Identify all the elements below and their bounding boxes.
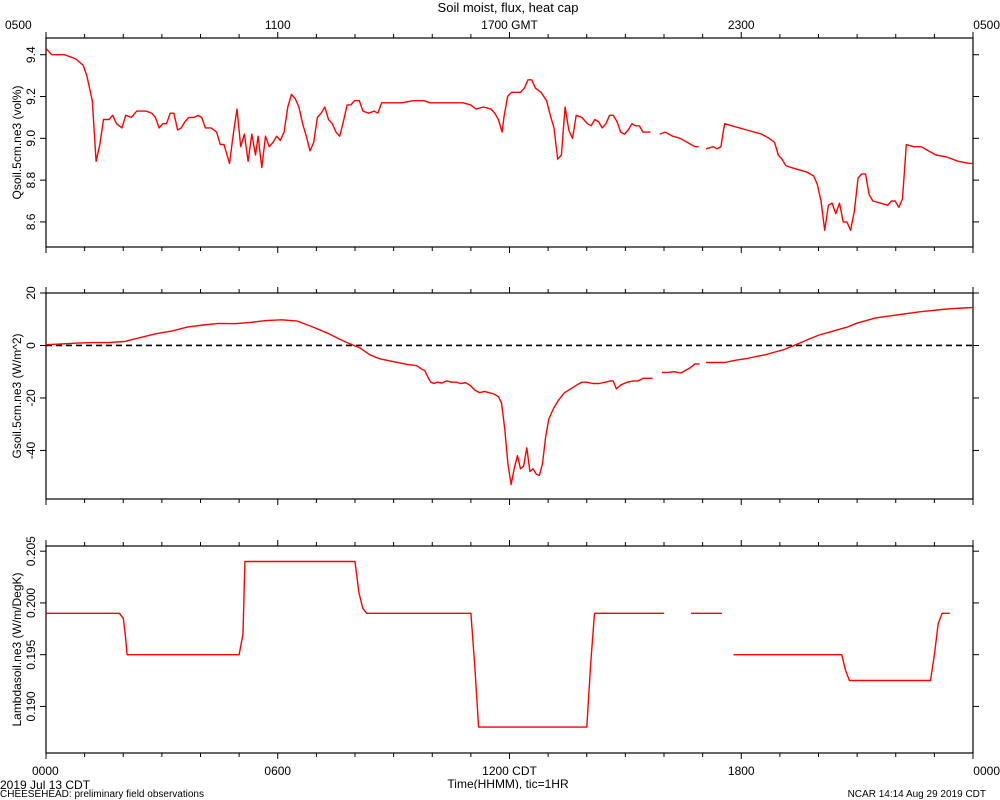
y-tick-label: 8.8 — [24, 171, 38, 188]
bottom-axis-tick-labels: 0000 0600 1200 CDT 1800 0000 — [32, 764, 1000, 778]
bottom-axis-tick-label: 1800 — [728, 764, 755, 778]
top-axis-tick-label: 0500 — [5, 18, 32, 32]
y-tick-label: 20 — [24, 286, 38, 300]
top-axis-tick-label: 1100 — [265, 18, 291, 32]
y-tick-label: 0.195 — [24, 639, 38, 669]
y-tick-label: 0.190 — [24, 691, 38, 721]
series-line — [661, 363, 700, 374]
panel-frame — [45, 545, 974, 754]
y-tick-label: -40 — [24, 441, 38, 459]
panel-1: 8.6 8.8 9.0 9.2 9.4 Qsoil.5cm.ne3 (vol%) — [10, 32, 979, 253]
series-line — [705, 123, 973, 231]
y-tick-label: 8.6 — [24, 213, 38, 230]
y-tick-label: -20 — [24, 389, 38, 407]
series-line — [705, 306, 973, 364]
y-tick-label: 9.2 — [24, 88, 38, 105]
panel-frame — [45, 37, 974, 248]
top-axis-tick-label: 0500 — [973, 18, 1000, 32]
y-axis-label: Qsoil.5cm.ne3 (vol%) — [10, 85, 24, 199]
chart-title: Soil moist, flux, heat cap — [438, 0, 579, 15]
series-line — [46, 48, 651, 169]
series-line — [46, 560, 664, 728]
series-line — [46, 319, 653, 486]
y-tick-label: 0.205 — [24, 536, 38, 566]
y-tick-label: 9.4 — [24, 46, 38, 63]
x-axis-label: Time(HHMM), tic=1HR — [447, 777, 569, 789]
panel-frame — [45, 292, 974, 500]
y-axis-label: Gsoil.5cm.ne3 (W/m^2) — [10, 334, 24, 459]
footer-credit: NCAR 14:14 Aug 29 2019 CDT — [847, 789, 986, 800]
y-tick-label: 0 — [24, 342, 38, 349]
bottom-axis-tick-label: 0000 — [973, 764, 1000, 778]
y-axis-label: Lambdasoil.ne3 (W/m/DegK) — [10, 572, 24, 726]
top-axis-tick-label: 2300 — [728, 18, 755, 32]
series-line — [659, 131, 699, 148]
y-tick-label: 0.200 — [24, 588, 38, 618]
chart-panels: 8.6 8.8 9.0 9.2 9.4 Qsoil.5cm.ne3 (vol%) 20 0 -2… — [10, 32, 979, 759]
footer-date: 2019 Jul 13 CDT — [0, 778, 91, 792]
footer-project: CHEESEHEAD: preliminary field observatio… — [0, 789, 204, 800]
bottom-axis-tick-label: 0000 — [32, 764, 59, 778]
bottom-axis-tick-label: 0600 — [264, 764, 291, 778]
bottom-axis-tick-label: 1200 CDT — [482, 764, 537, 778]
y-tick-label: 9.0 — [24, 130, 38, 147]
series-line — [733, 612, 950, 682]
top-axis-tick-label: 1700 GMT — [481, 18, 538, 32]
top-axis-tick-labels: 0500 1100 1700 GMT 2300 0500 — [5, 18, 1000, 32]
